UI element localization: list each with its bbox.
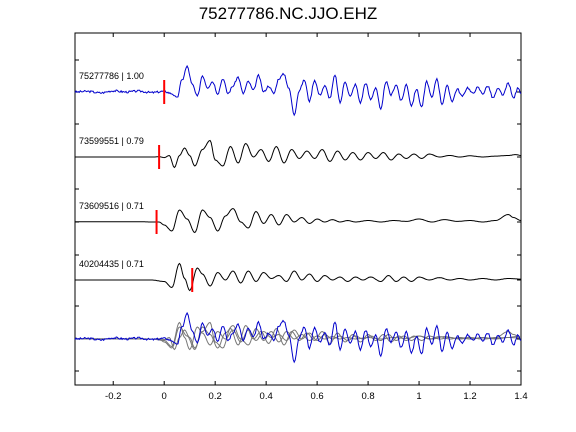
overlay-stack xyxy=(74,311,522,364)
trace-waveform xyxy=(75,139,522,169)
x-tick-label: 0.4 xyxy=(260,391,273,402)
axes-frame xyxy=(74,32,522,386)
x-tick-label: 0.6 xyxy=(311,391,324,402)
x-tick-label: -0.2 xyxy=(105,391,121,402)
y-axis-ticks xyxy=(75,59,521,372)
trace-waveform xyxy=(75,207,522,234)
overlay-waveform xyxy=(75,324,522,351)
chart-title: 75277786.NC.JJO.EHZ xyxy=(198,4,378,23)
trace-waveform xyxy=(74,64,522,117)
x-tick-label: 1 xyxy=(416,391,421,402)
trace-waveform xyxy=(75,262,521,292)
x-tick-label: 0 xyxy=(162,391,167,402)
trace-label: 75277786 | 1.00 xyxy=(79,71,144,81)
trace-label: 40204435 | 0.71 xyxy=(79,259,144,269)
traces-group: 75277786 | 1.00 73599551 | 0.79 73609516 |… xyxy=(74,64,522,292)
overlay-waveform xyxy=(74,311,522,364)
trace-label: 73599551 | 0.79 xyxy=(79,136,144,146)
x-tick-label: 0.2 xyxy=(209,391,222,402)
x-tick-label: 0.8 xyxy=(361,391,374,402)
x-axis: -0.2 0 0.2 0.4 0.6 0.8 1 1.2 1.4 xyxy=(105,33,528,402)
x-tick-label: 1.2 xyxy=(463,391,476,402)
x-tick-label: 1.4 xyxy=(514,391,527,402)
trace-label: 73609516 | 0.71 xyxy=(79,201,144,211)
